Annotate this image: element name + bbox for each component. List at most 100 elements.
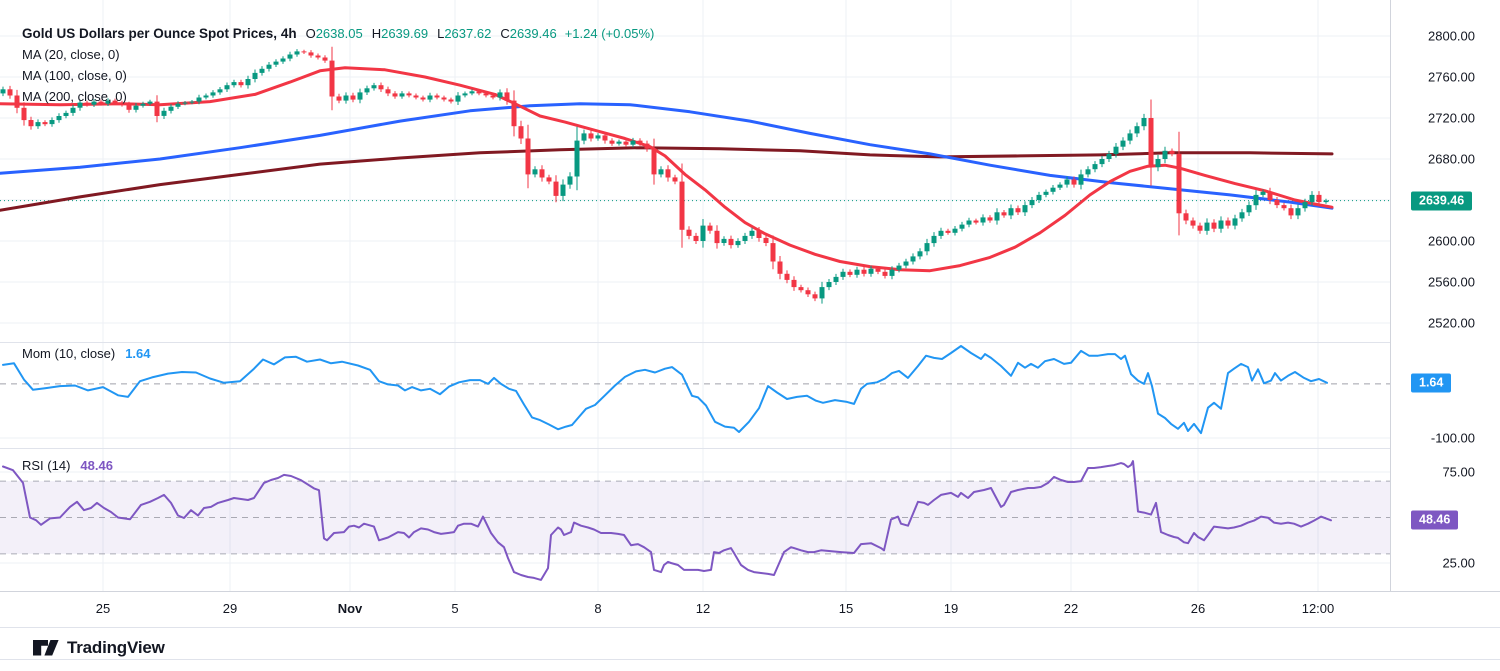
candle-body bbox=[70, 107, 76, 113]
candle-body bbox=[1050, 187, 1056, 192]
candle-body bbox=[0, 89, 6, 94]
candle-body bbox=[707, 225, 713, 231]
tradingview-attribution[interactable]: TradingView bbox=[33, 636, 165, 660]
candle-body bbox=[714, 230, 720, 244]
candle-body bbox=[1071, 179, 1077, 185]
candle-body bbox=[245, 79, 251, 86]
price-scale[interactable]: 2639.46 1.64 48.46 2800.00 2760.00 2720.00… bbox=[1390, 0, 1500, 591]
candle-body bbox=[546, 177, 552, 182]
time-axis-label: 5 bbox=[451, 601, 459, 616]
candle-body bbox=[273, 61, 279, 65]
candle-body bbox=[1134, 126, 1140, 134]
rsi-legend[interactable]: RSI (14) 48.46 bbox=[22, 458, 113, 473]
candle-body bbox=[1176, 153, 1182, 214]
low-value: 2637.62 bbox=[444, 26, 492, 41]
candle-body bbox=[945, 230, 951, 233]
chart-canvas[interactable] bbox=[0, 0, 1390, 661]
tradingview-logo-text: TradingView bbox=[67, 638, 165, 657]
momentum-legend[interactable]: Mom (10, close) 1.64 bbox=[22, 346, 151, 361]
candle-body bbox=[679, 181, 685, 230]
time-axis-label: 26 bbox=[1190, 601, 1206, 616]
time-scale[interactable]: 25 29 Nov 5 8 12 15 19 22 26 12:00 bbox=[0, 592, 1390, 626]
time-axis-border bbox=[0, 591, 1500, 592]
candle-body bbox=[721, 238, 727, 243]
candle-body bbox=[882, 271, 888, 276]
candle-body bbox=[280, 58, 286, 62]
candle-body bbox=[539, 169, 545, 178]
candle-body bbox=[189, 101, 195, 103]
candle-body bbox=[1120, 140, 1126, 147]
candle-body bbox=[1190, 220, 1196, 226]
time-axis-label: 29 bbox=[222, 601, 238, 616]
candle-body bbox=[1239, 212, 1245, 219]
candle-body bbox=[700, 225, 706, 241]
close-label: C bbox=[500, 26, 510, 41]
candle-body bbox=[735, 241, 741, 246]
candle-body bbox=[490, 95, 496, 98]
pane-separator-price-mom[interactable] bbox=[0, 342, 1500, 343]
candle-body bbox=[406, 93, 412, 96]
candle-body bbox=[868, 268, 874, 274]
candle-body bbox=[56, 116, 62, 121]
candle-body bbox=[1274, 200, 1280, 206]
rsi-value-badge: 48.46 bbox=[1411, 510, 1459, 530]
candle-body bbox=[847, 271, 853, 275]
momentum-legend-value: 1.64 bbox=[125, 346, 151, 361]
candle-body bbox=[1323, 200, 1329, 203]
symbol-title-row[interactable]: Gold US Dollars per Ounce Spot Prices, 4… bbox=[22, 23, 654, 44]
candle-body bbox=[1281, 205, 1287, 209]
price-axis-label: 2720.00 bbox=[1428, 110, 1475, 126]
candle-body bbox=[616, 141, 622, 144]
rsi-axis-label: 75.00 bbox=[1442, 464, 1475, 480]
time-axis-label: Nov bbox=[337, 601, 363, 616]
time-axis-label: 22 bbox=[1063, 601, 1079, 616]
high-label: H bbox=[371, 26, 382, 41]
candle-body bbox=[1043, 191, 1049, 195]
candle-body bbox=[1155, 159, 1161, 168]
ma20-legend[interactable]: MA (20, close, 0) bbox=[22, 47, 120, 62]
candle-body bbox=[987, 217, 993, 221]
candle-body bbox=[1309, 194, 1315, 203]
candle-body bbox=[805, 290, 811, 295]
candle-body bbox=[1162, 150, 1168, 159]
candle-body bbox=[693, 235, 699, 241]
candle-body bbox=[1127, 133, 1133, 141]
candle-body bbox=[1288, 208, 1294, 216]
candle-body bbox=[203, 95, 209, 98]
chart-area[interactable]: Gold US Dollars per Ounce Spot Prices, 4… bbox=[0, 0, 1390, 661]
change-value: +1.24 (+0.05%) bbox=[564, 26, 655, 41]
rsi-legend-label: RSI (14) bbox=[22, 458, 71, 473]
candle-body bbox=[665, 169, 671, 178]
candle-body bbox=[462, 93, 468, 96]
candle-body bbox=[441, 97, 447, 100]
high-value: 2639.69 bbox=[381, 26, 429, 41]
candle-body bbox=[343, 95, 349, 101]
candle-body bbox=[560, 184, 566, 196]
ma100-legend[interactable]: MA (100, close, 0) bbox=[22, 68, 127, 83]
candle-body bbox=[749, 230, 755, 236]
candle-body bbox=[1316, 194, 1322, 203]
low-label: L bbox=[437, 26, 445, 41]
candle-body bbox=[784, 273, 790, 280]
candle-body bbox=[77, 102, 83, 108]
candle-body bbox=[35, 122, 41, 127]
candle-body bbox=[1022, 205, 1028, 213]
candle-body bbox=[336, 96, 342, 101]
candle-body bbox=[21, 107, 27, 121]
candle-body bbox=[812, 294, 818, 299]
candle-body bbox=[301, 51, 307, 53]
candle-body bbox=[357, 92, 363, 100]
candle-body bbox=[651, 148, 657, 175]
candle-body bbox=[196, 97, 202, 102]
candle-body bbox=[112, 100, 118, 103]
candle-body bbox=[1064, 179, 1070, 185]
rsi-line bbox=[2, 460, 1332, 581]
candle-body bbox=[1036, 194, 1042, 200]
pane-separator-mom-rsi[interactable] bbox=[0, 448, 1500, 449]
candle-body bbox=[259, 68, 265, 73]
candle-body bbox=[966, 220, 972, 225]
candle-body bbox=[826, 282, 832, 288]
candle-body bbox=[329, 60, 335, 97]
ma200-legend[interactable]: MA (200, close, 0) bbox=[22, 89, 127, 104]
candle-body bbox=[364, 88, 370, 93]
